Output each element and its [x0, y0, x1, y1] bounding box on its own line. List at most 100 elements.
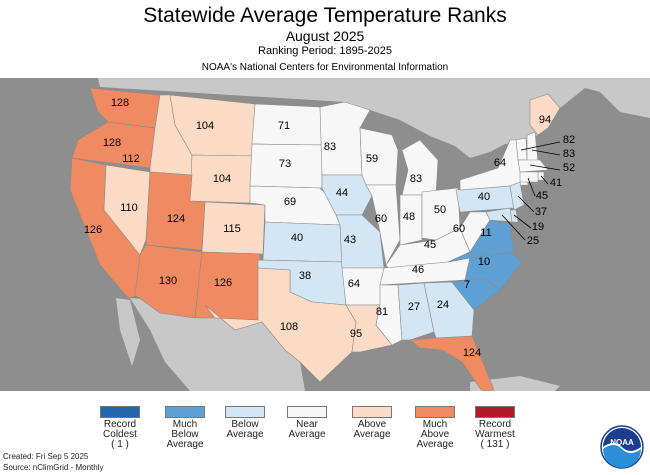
legend-label: ( 131 )	[480, 439, 510, 450]
state-co	[201, 201, 266, 255]
legend-label: Near	[296, 419, 318, 430]
legend-label: ( 1 )	[111, 439, 129, 450]
rank-label-mo: 43	[344, 234, 356, 246]
noaa-logo-water	[603, 445, 641, 468]
rank-label-nj: 37	[535, 206, 547, 218]
legend-swatch	[100, 406, 140, 418]
rank-label-fl: 124	[463, 347, 481, 359]
rank-label-al: 27	[408, 301, 420, 313]
legend-label: Average	[226, 429, 264, 440]
state-in	[399, 194, 423, 246]
legend-label: Above	[420, 429, 450, 440]
rank-label-sc: 7	[464, 279, 470, 291]
rank-label-mi: 83	[410, 173, 422, 185]
leader-line-de	[513, 214, 532, 229]
state-ct	[519, 171, 539, 183]
leader-line-md	[501, 214, 526, 241]
legend-item-record-coldest: Record Coldest( 1 )	[95, 406, 145, 450]
rank-label-ms: 81	[376, 306, 388, 318]
rank-label-wa: 128	[111, 97, 129, 109]
state-fl	[409, 335, 495, 391]
rank-label-ma: 52	[563, 162, 575, 174]
data-source: Source: nClimGrid - Monthly	[3, 463, 104, 472]
rank-label-wi: 59	[366, 153, 378, 165]
legend-swatch	[352, 406, 392, 418]
state-ma	[517, 159, 549, 173]
rank-label-az: 130	[159, 275, 177, 287]
noaa-logo: NOAA	[600, 425, 644, 469]
rank-label-sd: 73	[279, 158, 291, 170]
state-al	[397, 282, 435, 341]
rank-label-or: 128	[103, 137, 121, 149]
baja-land	[116, 298, 140, 366]
rank-label-wy: 104	[213, 173, 231, 185]
legend-item-much-below: Much Below Average	[160, 406, 210, 450]
rank-label-ks: 40	[291, 232, 303, 244]
leader-line-ct	[527, 177, 536, 197]
rank-label-id: 112	[122, 153, 140, 165]
rank-label-tx: 108	[280, 321, 298, 333]
rank-label-la: 95	[350, 328, 362, 340]
rank-label-in: 48	[403, 211, 415, 223]
rank-label-va: 11	[480, 227, 491, 239]
legend-label: Record	[103, 419, 137, 430]
canada-land	[0, 78, 650, 158]
legend-label: Coldest	[103, 429, 137, 440]
legend-item-below: Below Average	[220, 406, 270, 440]
leader-line-ri	[540, 175, 549, 185]
rank-label-de: 19	[532, 221, 544, 233]
rank-label-mn: 83	[324, 141, 336, 153]
rank-label-ne: 69	[284, 196, 296, 208]
state-tx	[204, 267, 357, 383]
leader-line-nj	[517, 195, 535, 213]
rank-label-tn: 46	[412, 264, 424, 276]
leader-line-nh	[531, 149, 561, 156]
ranking-period: Ranking Period: 1895-2025	[258, 45, 392, 57]
rank-label-md: 25	[527, 235, 539, 247]
legend-swatch	[415, 406, 455, 418]
state-or	[71, 121, 156, 169]
state-nj	[509, 181, 525, 211]
rank-label-ar: 64	[348, 278, 360, 290]
rank-label-ca: 126	[84, 224, 102, 236]
state-me	[529, 93, 561, 136]
mexico-land	[130, 298, 305, 391]
legend-label: Warmest	[475, 429, 515, 440]
noaa-logo-text: NOAA	[610, 438, 634, 447]
legend-item-above: Above Average	[347, 406, 397, 440]
legend-swatch	[225, 406, 265, 418]
map-title: Statewide Average Temperature Ranks	[143, 4, 507, 27]
rank-label-nh: 83	[563, 148, 575, 160]
legend-item-record-warmest: Record Warmest( 131 )	[470, 406, 520, 450]
state-nv	[103, 164, 151, 256]
legend-item-much-above: Much Above Average	[410, 406, 460, 450]
legend-item-near: Near Average	[282, 406, 332, 440]
legend-label: Average	[416, 439, 454, 450]
leader-line-ma	[529, 164, 561, 171]
rank-label-ut: 124	[167, 213, 185, 225]
rank-label-ia: 44	[336, 187, 348, 199]
legend-label: Average	[288, 429, 326, 440]
map-month: August 2025	[285, 28, 365, 44]
legend-label: Much	[172, 419, 198, 430]
legend-label: Average	[166, 439, 204, 450]
rank-label-il: 60	[375, 213, 387, 225]
legend-swatch	[165, 406, 205, 418]
rank-label-nm: 126	[214, 277, 232, 289]
rank-label-ri: 41	[550, 177, 562, 189]
rank-label-nd: 71	[278, 120, 290, 132]
legend-label: Much	[422, 419, 448, 430]
rank-label-vt: 82	[563, 134, 575, 146]
rank-label-ok: 38	[299, 270, 311, 282]
rank-label-oh: 50	[434, 204, 446, 216]
legend-swatch	[475, 406, 515, 418]
rank-label-nc: 10	[478, 256, 490, 268]
legend-label: Below	[171, 429, 199, 440]
rank-label-ky: 45	[424, 239, 436, 251]
legend-swatch	[287, 406, 327, 418]
rank-label-mt: 104	[196, 120, 214, 132]
organization: NOAA's National Centers for Environmenta…	[201, 62, 449, 73]
rank-label-pa: 40	[478, 191, 490, 203]
rank-label-wv: 60	[453, 223, 465, 235]
